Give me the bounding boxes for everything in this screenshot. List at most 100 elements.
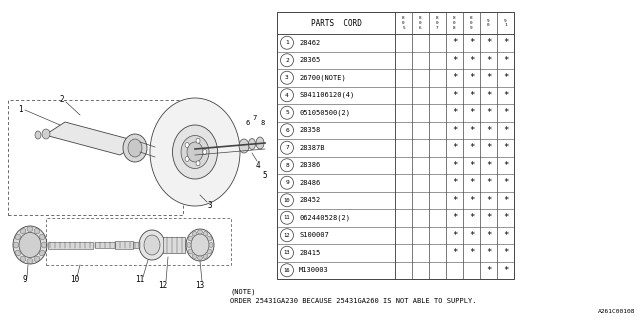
Text: *: * bbox=[503, 161, 508, 170]
Circle shape bbox=[280, 264, 294, 277]
Ellipse shape bbox=[239, 139, 249, 153]
Text: *: * bbox=[452, 161, 457, 170]
Text: *: * bbox=[503, 126, 508, 135]
Text: *: * bbox=[452, 56, 457, 65]
Ellipse shape bbox=[123, 134, 147, 162]
Ellipse shape bbox=[186, 229, 214, 261]
Text: *: * bbox=[486, 108, 491, 117]
Text: *: * bbox=[469, 178, 474, 187]
Text: 8
0
6: 8 0 6 bbox=[419, 16, 422, 30]
Text: *: * bbox=[503, 178, 508, 187]
Circle shape bbox=[280, 124, 294, 137]
Ellipse shape bbox=[187, 142, 203, 162]
Text: *: * bbox=[469, 213, 474, 222]
Text: *: * bbox=[469, 196, 474, 205]
Text: *: * bbox=[486, 38, 491, 47]
Ellipse shape bbox=[203, 232, 208, 236]
Text: *: * bbox=[469, 91, 474, 100]
Text: 2: 2 bbox=[285, 58, 289, 63]
Text: 12: 12 bbox=[158, 281, 168, 290]
Text: 7: 7 bbox=[285, 145, 289, 150]
Ellipse shape bbox=[27, 259, 33, 263]
Text: *: * bbox=[486, 196, 491, 205]
Text: *: * bbox=[452, 143, 457, 152]
Text: *: * bbox=[486, 213, 491, 222]
Text: 26700(NOTE): 26700(NOTE) bbox=[299, 75, 346, 81]
Text: *: * bbox=[503, 38, 508, 47]
Text: 8: 8 bbox=[285, 163, 289, 168]
Ellipse shape bbox=[34, 228, 40, 234]
Circle shape bbox=[280, 246, 294, 259]
Text: 28415: 28415 bbox=[299, 250, 320, 256]
Text: *: * bbox=[503, 248, 508, 257]
Ellipse shape bbox=[13, 226, 47, 264]
Text: *: * bbox=[503, 143, 508, 152]
Bar bbox=[8, 100, 183, 215]
Ellipse shape bbox=[42, 242, 47, 248]
Text: *: * bbox=[452, 213, 457, 222]
Text: 28387B: 28387B bbox=[299, 145, 324, 151]
Text: 8
0
9: 8 0 9 bbox=[470, 16, 473, 30]
Ellipse shape bbox=[192, 254, 197, 258]
Text: 12: 12 bbox=[284, 233, 291, 238]
Text: 16: 16 bbox=[284, 268, 291, 273]
Text: *: * bbox=[486, 73, 491, 82]
Text: *: * bbox=[486, 56, 491, 65]
Text: *: * bbox=[503, 196, 508, 205]
Ellipse shape bbox=[19, 233, 41, 258]
Ellipse shape bbox=[181, 135, 209, 169]
Text: *: * bbox=[469, 108, 474, 117]
Text: 28365: 28365 bbox=[299, 57, 320, 63]
Ellipse shape bbox=[187, 243, 191, 247]
Ellipse shape bbox=[35, 131, 41, 139]
Text: (NOTE): (NOTE) bbox=[230, 289, 255, 295]
Ellipse shape bbox=[196, 138, 200, 143]
Text: *: * bbox=[469, 161, 474, 170]
Bar bbox=[133, 242, 151, 248]
Text: A261C00108: A261C00108 bbox=[598, 309, 635, 314]
Circle shape bbox=[280, 36, 294, 49]
Text: *: * bbox=[469, 231, 474, 240]
Text: 8
0
5: 8 0 5 bbox=[402, 16, 405, 30]
Text: *: * bbox=[486, 266, 491, 275]
Text: 10: 10 bbox=[284, 198, 291, 203]
Text: 3: 3 bbox=[285, 75, 289, 80]
Text: *: * bbox=[452, 108, 457, 117]
Text: 5: 5 bbox=[285, 110, 289, 115]
Ellipse shape bbox=[150, 98, 240, 206]
Text: *: * bbox=[469, 56, 474, 65]
Text: 9: 9 bbox=[22, 276, 28, 284]
Ellipse shape bbox=[198, 230, 202, 234]
Ellipse shape bbox=[15, 234, 20, 240]
Text: *: * bbox=[486, 126, 491, 135]
Ellipse shape bbox=[203, 149, 207, 155]
Text: *: * bbox=[503, 108, 508, 117]
Text: *: * bbox=[452, 126, 457, 135]
Text: 4: 4 bbox=[285, 93, 289, 98]
Text: *: * bbox=[503, 213, 508, 222]
Text: *: * bbox=[469, 126, 474, 135]
Text: 1: 1 bbox=[285, 40, 289, 45]
Text: 11: 11 bbox=[136, 276, 145, 284]
Text: 062440528(2): 062440528(2) bbox=[299, 214, 350, 221]
Text: *: * bbox=[452, 231, 457, 240]
Ellipse shape bbox=[191, 234, 209, 256]
Text: *: * bbox=[486, 231, 491, 240]
Ellipse shape bbox=[203, 254, 208, 258]
Text: 4: 4 bbox=[256, 161, 260, 170]
Ellipse shape bbox=[185, 156, 189, 162]
Text: *: * bbox=[469, 248, 474, 257]
Text: 11: 11 bbox=[284, 215, 291, 220]
Text: *: * bbox=[503, 231, 508, 240]
Circle shape bbox=[280, 176, 294, 189]
Ellipse shape bbox=[248, 139, 255, 149]
Text: 051050500(2): 051050500(2) bbox=[299, 109, 350, 116]
Circle shape bbox=[280, 159, 294, 172]
Text: 28358: 28358 bbox=[299, 127, 320, 133]
Text: *: * bbox=[503, 266, 508, 275]
Text: *: * bbox=[469, 73, 474, 82]
Ellipse shape bbox=[20, 228, 26, 234]
Text: 13: 13 bbox=[195, 281, 205, 290]
Ellipse shape bbox=[173, 125, 218, 179]
Text: *: * bbox=[486, 178, 491, 187]
